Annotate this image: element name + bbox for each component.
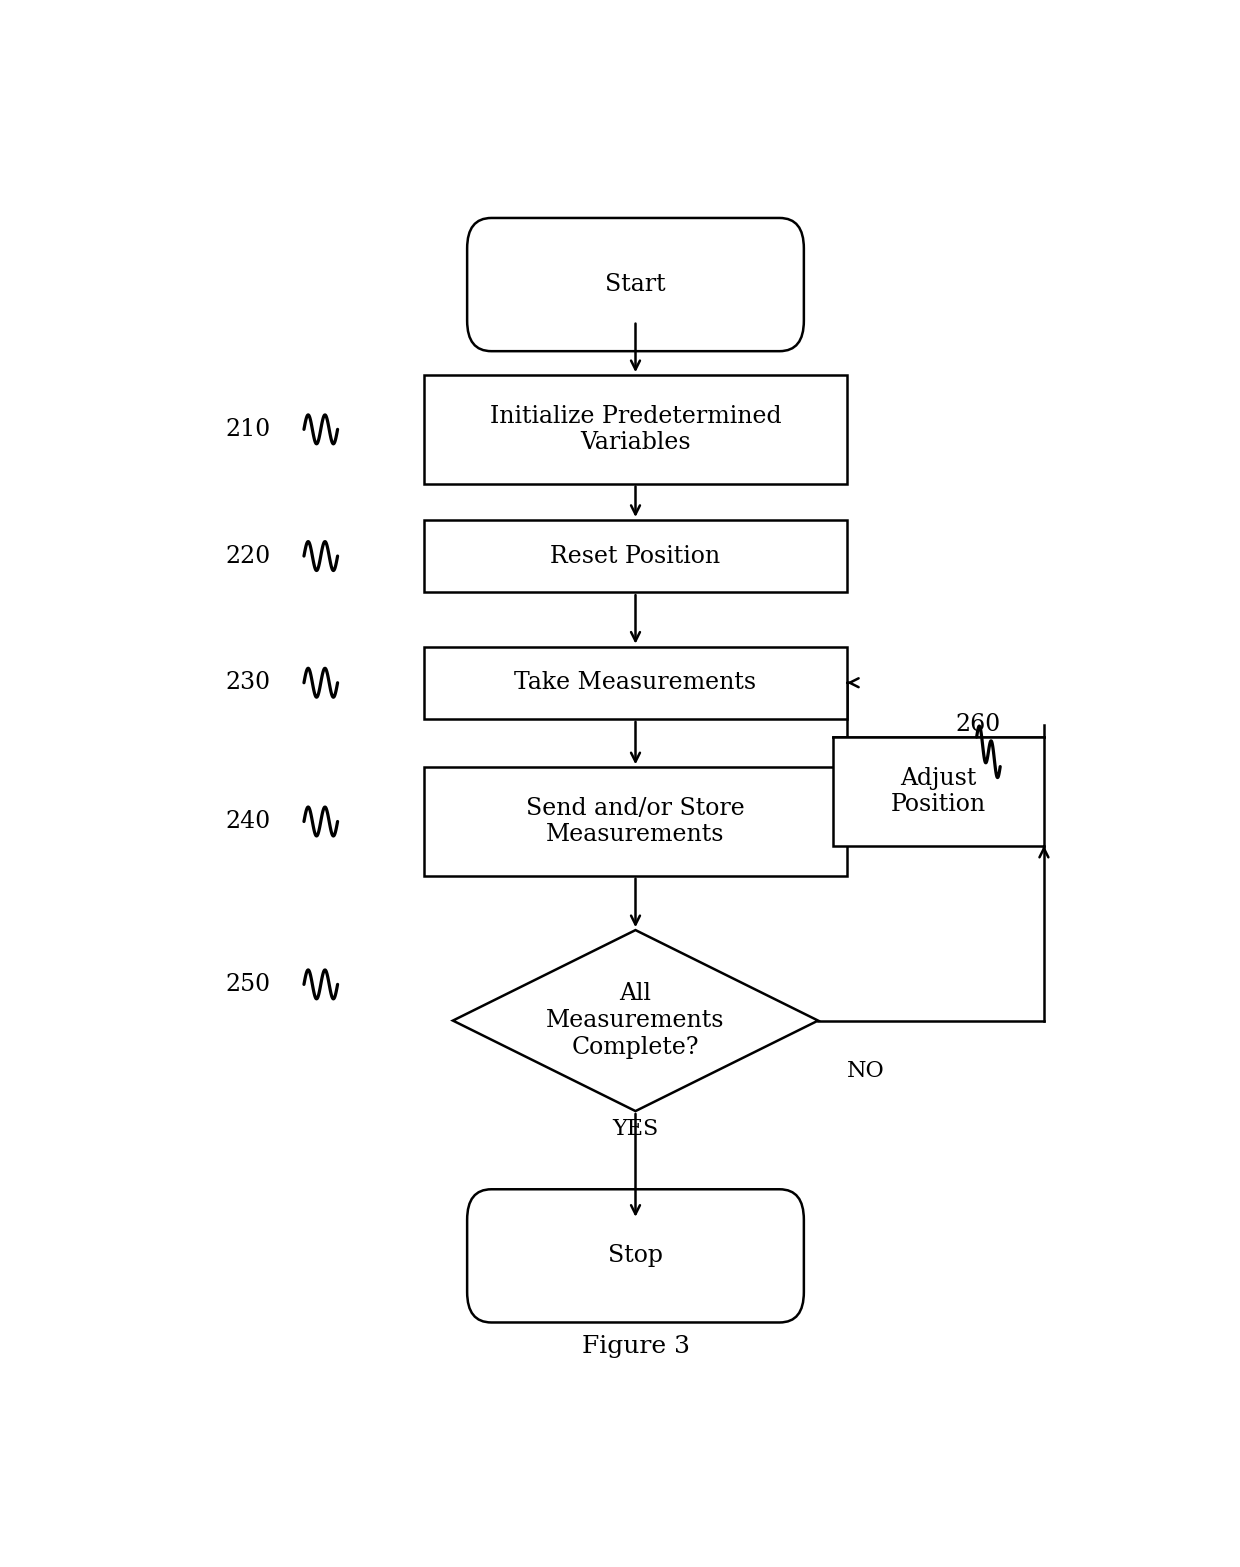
Text: Initialize Predetermined
Variables: Initialize Predetermined Variables	[490, 404, 781, 454]
Text: NO: NO	[847, 1061, 885, 1083]
Text: 240: 240	[226, 810, 270, 834]
Text: 250: 250	[226, 973, 270, 997]
FancyBboxPatch shape	[467, 218, 804, 351]
Text: Adjust
Position: Adjust Position	[890, 766, 986, 816]
FancyBboxPatch shape	[424, 768, 847, 876]
Text: Start: Start	[605, 273, 666, 296]
FancyBboxPatch shape	[467, 1189, 804, 1323]
Text: 210: 210	[226, 418, 270, 440]
FancyBboxPatch shape	[424, 375, 847, 484]
Text: Send and/or Store
Measurements: Send and/or Store Measurements	[526, 796, 745, 846]
Text: Reset Position: Reset Position	[551, 545, 720, 567]
Text: 220: 220	[226, 545, 270, 567]
FancyBboxPatch shape	[424, 520, 847, 592]
FancyBboxPatch shape	[424, 647, 847, 719]
Text: Take Measurements: Take Measurements	[515, 671, 756, 694]
Text: 260: 260	[956, 713, 1001, 736]
Text: Figure 3: Figure 3	[582, 1335, 689, 1359]
Text: YES: YES	[613, 1119, 658, 1141]
Text: Stop: Stop	[608, 1244, 663, 1268]
FancyBboxPatch shape	[832, 736, 1044, 846]
Polygon shape	[453, 931, 818, 1111]
Text: All
Measurements
Complete?: All Measurements Complete?	[547, 983, 724, 1059]
Text: 230: 230	[226, 671, 270, 694]
